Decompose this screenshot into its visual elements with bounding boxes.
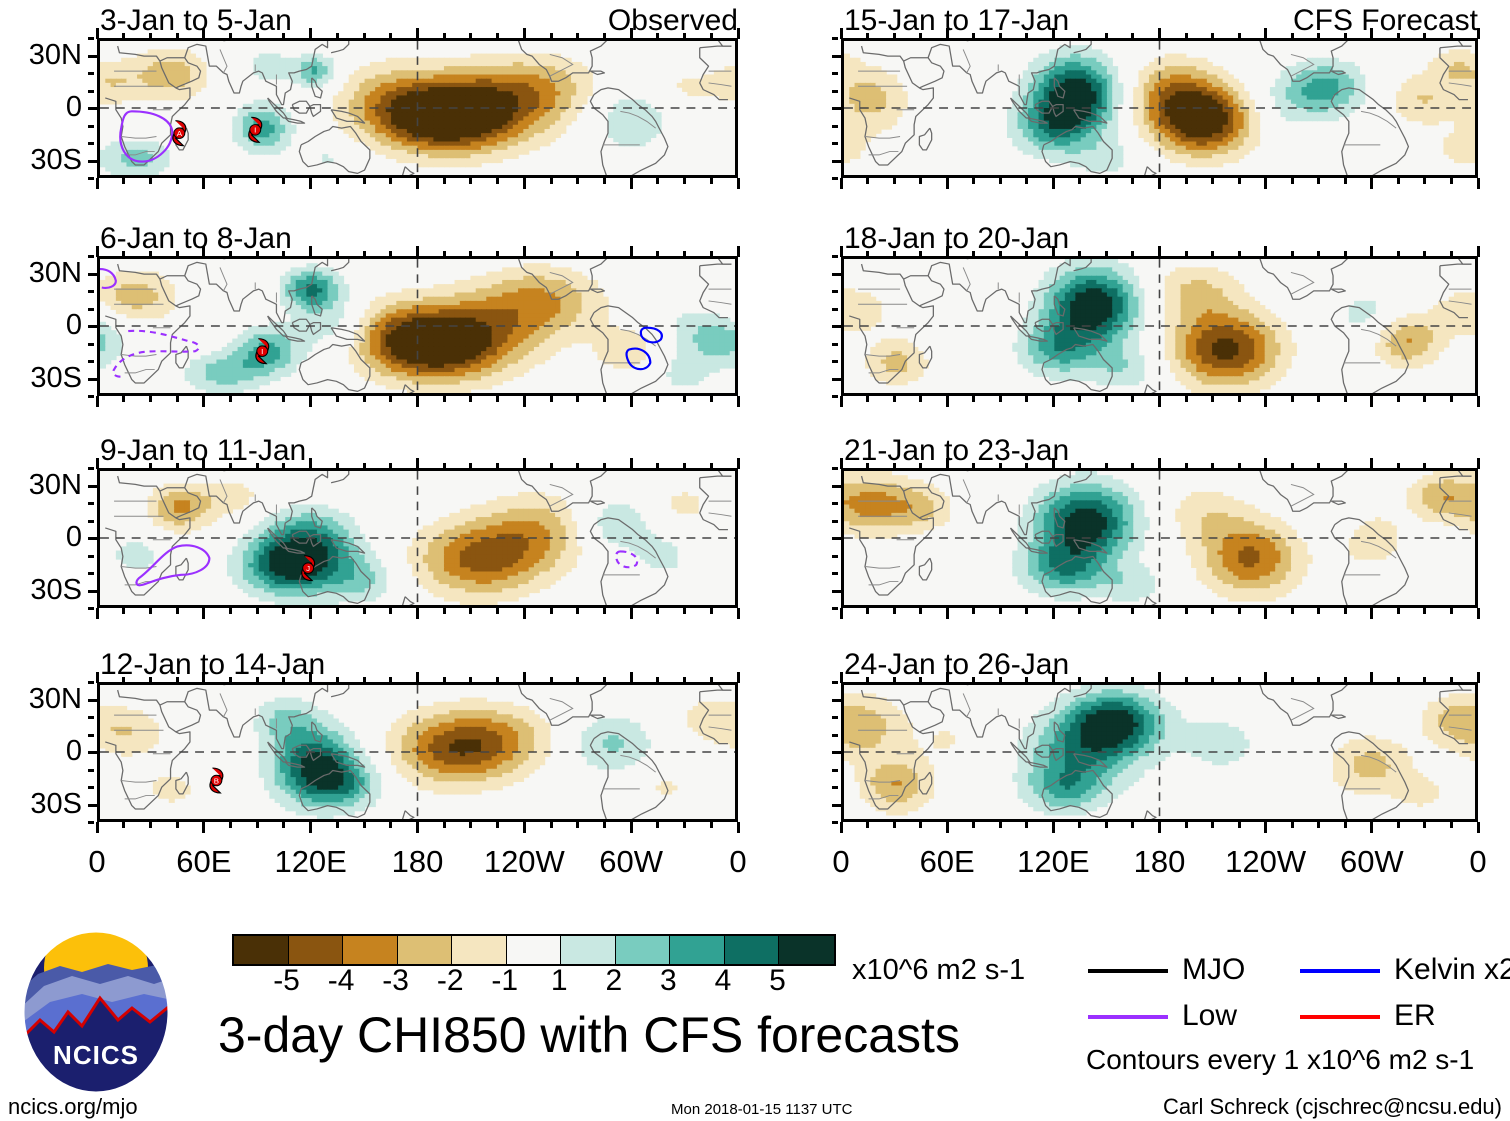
legend-line-low	[1088, 1015, 1168, 1019]
colorbar-swatch	[724, 936, 780, 964]
colorbar-swatch	[343, 936, 398, 964]
footer-author: Carl Schreck (cjschrec@ncsu.edu)	[1163, 1094, 1502, 1119]
x-axis-label: 0	[832, 844, 850, 879]
svg-text:A: A	[177, 129, 183, 138]
map-fcst-2	[841, 256, 1478, 396]
y-axis-label: 30S	[30, 361, 82, 394]
x-axis-label: 0	[1469, 844, 1487, 879]
legend-label: Low	[1182, 999, 1238, 1032]
colorbar-units: x10^6 m2 s-1	[852, 954, 1026, 986]
y-axis-label: 30N	[28, 256, 82, 289]
x-axis-label: 180	[391, 844, 444, 879]
colorbar-tick-label: 2	[605, 964, 623, 997]
colorbar-swatch	[561, 936, 616, 964]
legend-line-kelvin-x2	[1300, 969, 1380, 973]
x-axis-label: 0	[88, 844, 106, 879]
colorbar-tick-label: 5	[769, 964, 786, 997]
colorbar-tick-label: -5	[273, 964, 300, 997]
colorbar-swatch	[506, 936, 562, 964]
x-axis-label: 60E	[919, 844, 975, 879]
panel-title: 12-Jan to 14-Jan	[100, 648, 326, 681]
panel-title: 15-Jan to 17-Jan	[844, 4, 1070, 37]
colorbar-swatch	[615, 936, 671, 964]
y-axis-label: 30N	[28, 38, 82, 71]
colorbar-swatch	[288, 936, 344, 964]
svg-text:I: I	[261, 347, 263, 356]
x-axis-label: 120W	[1225, 844, 1307, 879]
y-axis-label: 0	[65, 735, 82, 767]
panel-title: 24-Jan to 26-Jan	[844, 648, 1070, 681]
ncics-logo	[20, 928, 172, 1096]
colorbar-tick-label: -1	[491, 964, 519, 997]
map-obs-2: I	[97, 256, 738, 396]
colorbar-tick-label: 4	[714, 964, 732, 997]
colorbar-swatch	[234, 936, 289, 964]
panel-title: 3-Jan to 5-Jan	[100, 4, 292, 37]
column-label-forecast: CFS Forecast	[1292, 4, 1478, 37]
contour-note: Contours every 1 x10^6 m2 s-1	[1086, 1044, 1475, 1075]
colorbar-tick-label: -4	[327, 964, 355, 997]
map-fcst-1	[841, 38, 1478, 178]
footer-timestamp: Mon 2018-01-15 1137 UTC	[671, 1101, 853, 1118]
colorbar-tick-label: -2	[436, 964, 464, 997]
map-obs-4: B	[97, 682, 738, 822]
y-axis-label: 30N	[28, 468, 82, 501]
x-axis-label: 120E	[274, 844, 347, 879]
panel-title: 6-Jan to 8-Jan	[100, 222, 292, 255]
x-axis-label: 120W	[483, 844, 565, 879]
x-axis-label: 60W	[1339, 844, 1404, 879]
main-title: 3-day CHI850 with CFS forecasts	[218, 1007, 960, 1063]
x-axis-label: 60W	[599, 844, 664, 879]
map-obs-3: J	[97, 468, 738, 608]
x-axis-label: 180	[1133, 844, 1186, 879]
legend-line-er	[1300, 1015, 1380, 1019]
column-label-observed: Observed	[607, 4, 738, 37]
colorbar-swatch	[670, 936, 725, 964]
colorbar-tick-label: 3	[660, 964, 677, 997]
y-axis-label: 30S	[30, 143, 82, 176]
y-axis-label: 0	[65, 521, 82, 553]
y-axis-label: 30S	[30, 787, 82, 820]
footer-url[interactable]: ncics.org/mjo	[8, 1094, 138, 1119]
panel-title: 18-Jan to 20-Jan	[844, 222, 1070, 255]
y-axis-label: 30S	[30, 573, 82, 606]
colorbar-tick-label: 1	[550, 964, 568, 997]
x-axis-label: 0	[729, 844, 747, 879]
legend-line-mjo	[1088, 969, 1168, 973]
x-axis-label: 60E	[176, 844, 232, 879]
y-axis-label: 0	[65, 91, 82, 123]
map-fcst-3	[841, 468, 1478, 608]
map-fcst-4	[841, 682, 1478, 822]
colorbar-swatch	[397, 936, 453, 964]
legend-label: Kelvin x2	[1394, 953, 1510, 986]
legend-label: MJO	[1182, 953, 1246, 986]
legend-label: ER	[1394, 999, 1436, 1032]
colorbar-swatch	[452, 936, 507, 964]
panel-title: 21-Jan to 23-Jan	[844, 434, 1070, 467]
x-axis-label: 120E	[1017, 844, 1090, 879]
colorbar-tick-label: -3	[382, 964, 409, 997]
colorbar	[232, 934, 836, 966]
colorbar-swatch	[779, 936, 834, 964]
logo-text: NCICS	[53, 1040, 139, 1070]
svg-text:I: I	[254, 126, 256, 135]
y-axis-label: 30N	[28, 682, 82, 715]
y-axis-label: 0	[65, 309, 82, 341]
